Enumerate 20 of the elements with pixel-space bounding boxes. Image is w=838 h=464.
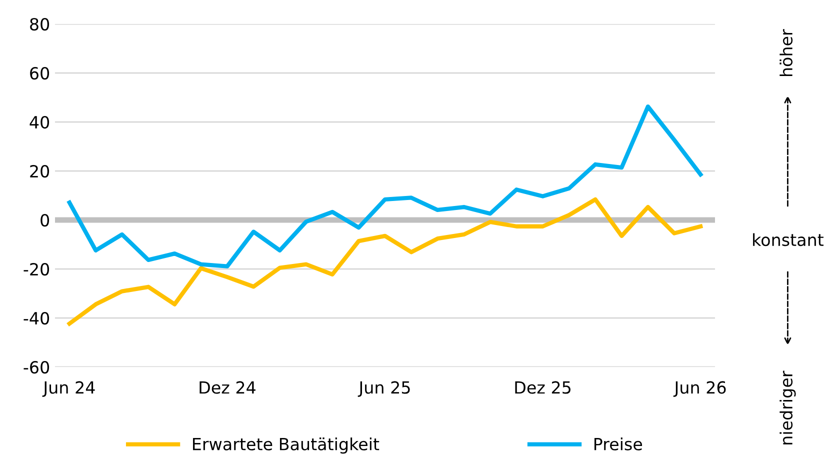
y-tick-label: 0 xyxy=(40,214,50,227)
y-tick-label: -60 xyxy=(24,360,50,374)
x-tick-label: Dez 24 xyxy=(200,381,256,394)
line-series xyxy=(67,104,703,268)
x-tick-label: Jun 26 xyxy=(673,381,726,397)
legend-label: Preise xyxy=(594,438,642,450)
x-tick-label: Dez 25 xyxy=(515,381,570,394)
y-tick-label: -40 xyxy=(24,312,50,325)
text: konstant xyxy=(753,233,824,246)
y-tick-label: 60 xyxy=(30,66,50,80)
y-tick-label: 20 xyxy=(30,164,50,178)
x-tick-label: Jun 25 xyxy=(358,381,410,397)
y-tick-label: 80 xyxy=(30,18,50,31)
text: höher xyxy=(780,29,793,76)
legend-label: Erwartete Bautätigkeit xyxy=(193,438,380,454)
x-tick-label: Jun 24 xyxy=(42,381,95,397)
text: niedriger xyxy=(780,370,796,444)
y-tick-label: -20 xyxy=(24,262,50,276)
line-series xyxy=(67,197,703,326)
y-tick-label: 40 xyxy=(30,116,50,129)
